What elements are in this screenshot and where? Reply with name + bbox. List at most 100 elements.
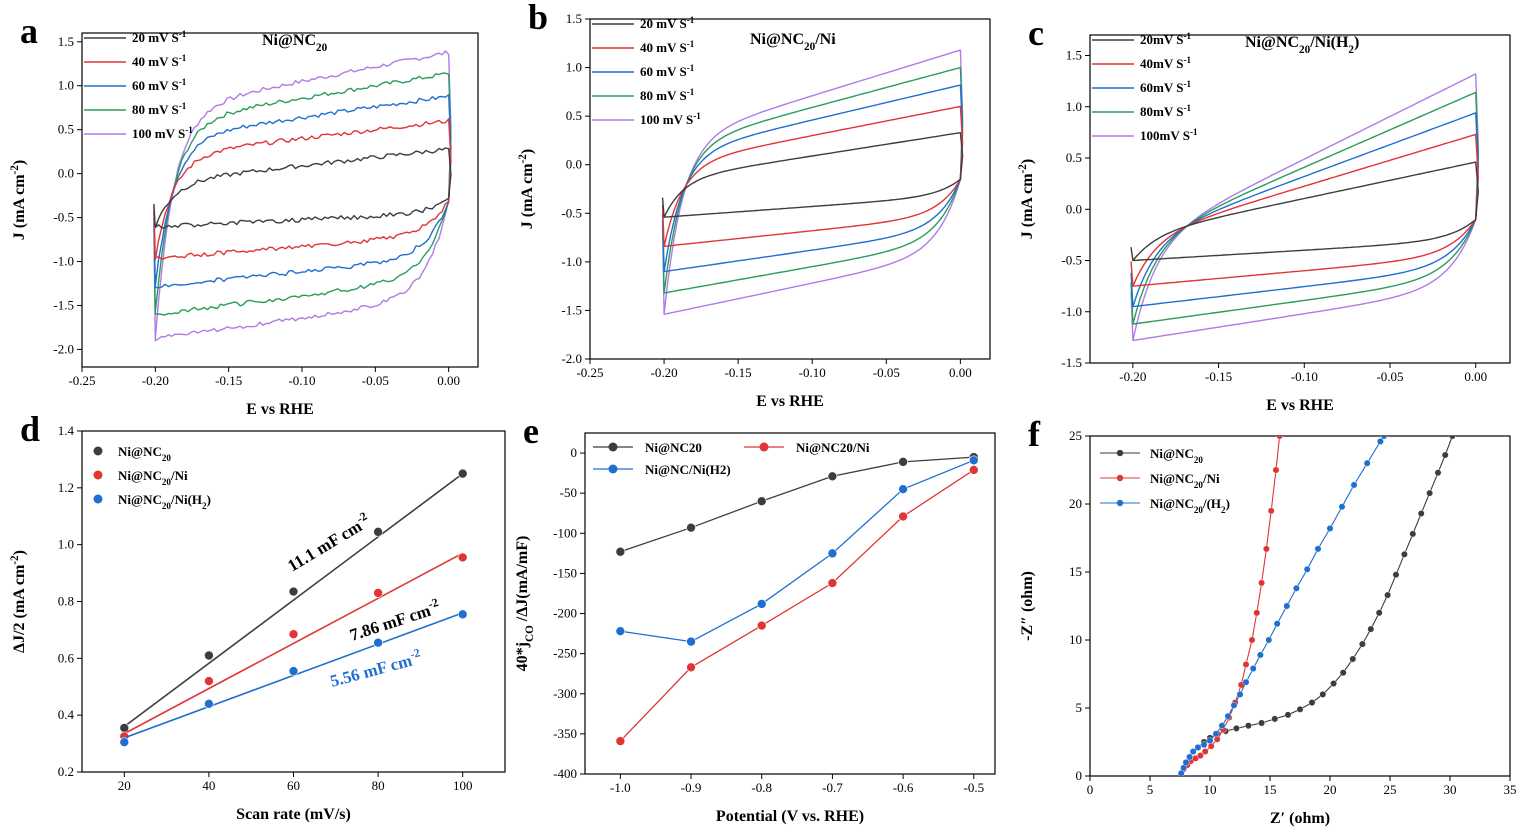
y-tick-label: -400 bbox=[553, 766, 577, 781]
data-point bbox=[373, 588, 383, 598]
legend-label: 40 mV S-1 bbox=[132, 53, 187, 69]
data-point bbox=[1417, 510, 1425, 517]
x-tick-label: 80 bbox=[372, 778, 385, 793]
subscript: 20 bbox=[1299, 44, 1311, 56]
legend-marker bbox=[93, 446, 103, 456]
text-run: ) bbox=[11, 160, 28, 165]
text-run: J (mA cm bbox=[1019, 173, 1036, 239]
text-run: 60 mV S bbox=[132, 78, 179, 93]
plot-frame bbox=[81, 32, 479, 368]
data-point bbox=[204, 676, 214, 686]
legend-label: 80 mV S-1 bbox=[132, 101, 187, 117]
superscript: -1 bbox=[179, 77, 187, 87]
y-tick-label: 0.2 bbox=[58, 764, 74, 779]
superscript: -2 bbox=[408, 645, 421, 661]
text-run: 80 mV S bbox=[132, 102, 179, 117]
data-point bbox=[1377, 438, 1384, 445]
x-tick-label: 0.00 bbox=[437, 373, 460, 388]
text-run: Ni@NC bbox=[1245, 34, 1299, 51]
text-run: ΔJ/2 (mA cm bbox=[11, 564, 28, 653]
y-tick-label: 0.5 bbox=[566, 108, 582, 123]
x-tick-label: -0.05 bbox=[873, 365, 900, 380]
data-point bbox=[1258, 579, 1266, 587]
legend-label: 80 mV S-1 bbox=[640, 87, 695, 103]
x-axis-label: Scan rate (mV/s) bbox=[236, 806, 351, 823]
y-tick-label: 1.2 bbox=[58, 480, 74, 495]
legend-label: Ni@NC20 bbox=[645, 440, 702, 455]
data-point bbox=[756, 496, 767, 507]
y-tick-label: 5 bbox=[1076, 700, 1083, 715]
x-tick-label: 60 bbox=[287, 778, 300, 793]
data-point bbox=[373, 527, 383, 537]
data-point bbox=[1267, 507, 1275, 515]
x-tick-label: 100 bbox=[453, 778, 473, 793]
x-tick-label: -0.15 bbox=[725, 365, 752, 380]
data-point bbox=[457, 468, 468, 479]
y-tick-label: 0.5 bbox=[58, 122, 74, 137]
x-axis-label: Z′ (ohm) bbox=[1270, 810, 1330, 827]
superscript: -1 bbox=[687, 63, 695, 73]
panel-title: Ni@NC20 bbox=[262, 32, 328, 54]
y-tick-label: 0.5 bbox=[1066, 150, 1082, 165]
subscript: 20 bbox=[162, 477, 172, 487]
x-tick-label: 0.00 bbox=[1464, 369, 1487, 384]
text-run: Ni@NC bbox=[1150, 471, 1194, 486]
data-point bbox=[1194, 744, 1202, 751]
data-point bbox=[968, 465, 979, 475]
text-run: 40*j bbox=[514, 642, 531, 671]
panel-e: -1.0 -0.9 -0.8 -0.7 -0.6 -0.5 -400 -350 -300 -250… bbox=[514, 411, 996, 825]
text-run: 11.1 mF cm bbox=[284, 516, 365, 575]
text-run: 80 mV S bbox=[640, 88, 687, 103]
text-run: 20 mV S bbox=[640, 16, 687, 31]
data-point bbox=[1224, 712, 1232, 720]
data-point bbox=[827, 578, 838, 588]
legend-label: Ni@NC20/Ni bbox=[118, 468, 188, 487]
text-run: /Ni bbox=[814, 31, 836, 48]
data-point bbox=[1308, 699, 1316, 706]
y-tick-label: -350 bbox=[553, 726, 577, 741]
superscript: -2 bbox=[517, 154, 529, 164]
data-point bbox=[288, 629, 299, 639]
data-point bbox=[1283, 602, 1291, 610]
data-point bbox=[1206, 737, 1214, 745]
data-point bbox=[1319, 691, 1327, 698]
y-tick-label: 20 bbox=[1069, 496, 1082, 511]
data-point bbox=[1392, 571, 1400, 579]
text-run: 20 mV S bbox=[132, 30, 179, 45]
y-tick-label: -0.5 bbox=[561, 205, 582, 220]
data-point bbox=[827, 471, 838, 482]
data-point bbox=[1303, 565, 1311, 573]
legend-label: Ni@NC20 bbox=[118, 444, 171, 463]
data-point bbox=[756, 620, 767, 631]
data-point bbox=[1248, 636, 1256, 644]
panel-label: f bbox=[1028, 414, 1041, 454]
legend-label: 100mV S-1 bbox=[1140, 127, 1198, 143]
text-run: J (mA cm bbox=[11, 174, 28, 240]
data-point bbox=[615, 546, 626, 557]
data-point bbox=[1242, 678, 1250, 686]
legend-label: Ni@NC20 bbox=[1150, 446, 1203, 465]
y-tick-label: 0.8 bbox=[58, 594, 74, 609]
x-axis-label: E vs RHE bbox=[246, 401, 314, 418]
y-tick-label: 10 bbox=[1069, 632, 1082, 647]
legend-marker bbox=[93, 494, 103, 504]
data-point bbox=[1276, 436, 1283, 440]
superscript: -1 bbox=[1183, 55, 1191, 65]
superscript: -1 bbox=[1183, 31, 1191, 41]
subscript: 20 bbox=[804, 41, 816, 53]
text-run: ) bbox=[207, 492, 211, 507]
text-run: Ni@NC bbox=[262, 32, 316, 49]
data-point bbox=[1189, 748, 1197, 755]
data-point bbox=[1271, 715, 1279, 723]
panel-c: -0.20 -0.15 -0.10 -0.05 0.00 -1.5 -1.0 -0.5 0.0 0… bbox=[1017, 13, 1511, 414]
x-tick-label: -0.20 bbox=[1119, 369, 1146, 384]
y-tick-label: 1.0 bbox=[1066, 99, 1082, 114]
y-tick-label: 0.6 bbox=[58, 650, 75, 665]
y-tick-label: 0 bbox=[571, 445, 578, 460]
data-point bbox=[1263, 545, 1270, 553]
data-point bbox=[1257, 651, 1264, 659]
data-point bbox=[1249, 665, 1257, 672]
text-run: ) bbox=[1226, 496, 1230, 511]
data-point bbox=[615, 626, 626, 636]
y-tick-label: -200 bbox=[553, 606, 577, 621]
